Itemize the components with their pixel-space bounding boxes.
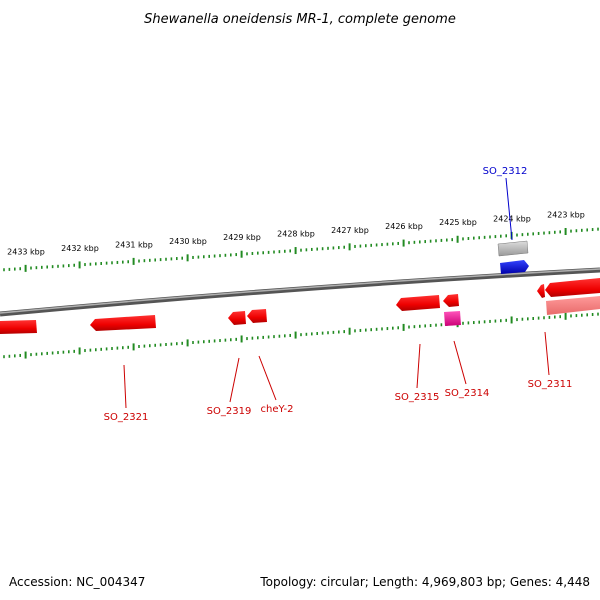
inner-tick-ring (3, 312, 599, 359)
kbp-label-ring: 2433 kbp 2432 kbp 2431 kbp 2430 kbp 2429 kbp… (7, 210, 585, 256)
so2315-feature[interactable] (396, 295, 440, 311)
gene-label-so2314[interactable]: SO_2314 (445, 388, 490, 399)
kbp-label: 2431 kbp (115, 240, 153, 249)
kbp-label: 2433 kbp (7, 247, 45, 256)
outer-tick-ring (3, 227, 599, 272)
so2311-leader (544, 331, 550, 376)
so2311-small-feature[interactable] (537, 284, 545, 298)
so2312-feature[interactable] (500, 260, 529, 274)
gene-label-so2321[interactable]: SO_2321 (104, 412, 149, 423)
so2315-leader (416, 343, 421, 389)
gene-label-so2311[interactable]: SO_2311 (528, 379, 573, 390)
kbp-label: 2429 kbp (223, 233, 261, 242)
gene-label-chey2[interactable]: cheY-2 (261, 404, 294, 415)
chey2-feature[interactable] (247, 309, 267, 323)
gene-label-so2315[interactable]: SO_2315 (395, 392, 440, 403)
so2312-gray-feature[interactable] (497, 240, 529, 257)
so2321-leader (123, 364, 127, 409)
so2314-rna-feature[interactable] (444, 311, 461, 326)
gene-label-so2312[interactable]: SO_2312 (483, 166, 528, 177)
accession-text: Accession: NC_004347 (9, 575, 146, 589)
kbp-label: 2430 kbp (169, 237, 207, 246)
so2311-feature[interactable] (545, 278, 600, 297)
so2319-leader (229, 357, 240, 403)
feature-left-edge[interactable] (0, 320, 37, 334)
so2314-feature[interactable] (443, 294, 459, 307)
genome-summary-text: Topology: circular; Length: 4,969,803 bp… (260, 575, 590, 589)
genome-backbone-highlight (0, 268, 600, 314)
kbp-label: 2424 kbp (493, 214, 531, 223)
kbp-label: 2426 kbp (385, 222, 423, 231)
so2312-leader (505, 177, 513, 241)
so2311-pink-feature[interactable] (546, 296, 600, 315)
kbp-label: 2432 kbp (61, 244, 99, 253)
so2319-feature[interactable] (228, 311, 246, 325)
so2321-feature[interactable] (90, 315, 156, 331)
genome-backbone (0, 267, 600, 317)
kbp-label: 2428 kbp (277, 230, 315, 239)
so2314-leader (453, 340, 467, 385)
gene-label-so2319[interactable]: SO_2319 (207, 406, 252, 417)
kbp-label: 2427 kbp (331, 226, 369, 235)
kbp-label: 2423 kbp (547, 210, 585, 219)
kbp-label: 2425 kbp (439, 218, 477, 227)
map-title: Shewanella oneidensis MR-1, complete gen… (144, 12, 456, 27)
chey2-leader (258, 355, 277, 401)
